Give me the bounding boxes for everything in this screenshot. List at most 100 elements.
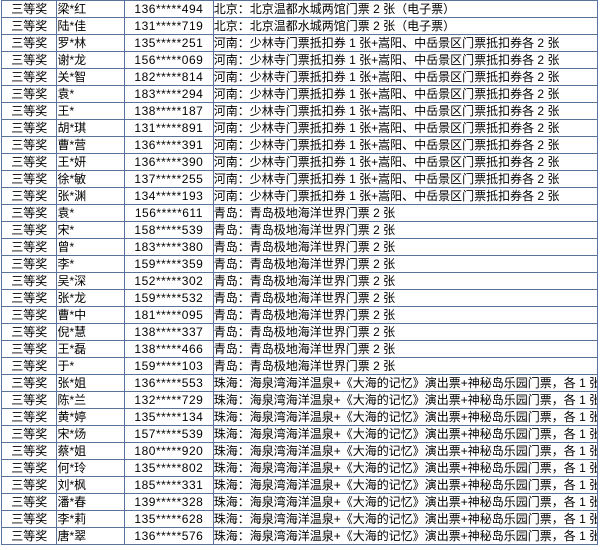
award-cell: 三等奖 [0, 51, 58, 69]
award-cell: 三等奖 [0, 493, 58, 511]
table-row: 三等奖 吴*深 152*****302 青岛：青岛极地海洋世界门票 2 张 [0, 272, 599, 290]
name-cell: 黄*婷 [56, 408, 126, 426]
phone-cell: 159*****359 [124, 255, 214, 273]
award-cell: 三等奖 [0, 68, 58, 86]
prize-cell: 青岛：青岛极地海洋世界门票 2 张 [212, 238, 599, 256]
name-cell: 王*妍 [56, 153, 126, 171]
table-row: 三等奖 张*渊 134*****193 河南：少林寺门票抵扣券 1 张+嵩阳、中岳景区… [0, 187, 599, 205]
phone-cell: 156*****611 [124, 204, 214, 222]
table-row: 三等奖 胡*琪 131*****891 河南：少林寺门票抵扣券 1 张+嵩阳、中岳景区… [0, 119, 599, 137]
award-cell: 三等奖 [0, 204, 58, 222]
award-cell: 三等奖 [0, 476, 58, 494]
phone-cell: 136*****576 [124, 527, 214, 545]
prize-cell: 河南：少林寺门票抵扣券 1 张+嵩阳、中岳景区门票抵扣券各 2 张 [212, 187, 599, 205]
prize-cell: 青岛：青岛极地海洋世界门票 2 张 [212, 306, 599, 324]
phone-cell: 136*****390 [124, 153, 214, 171]
name-cell: 陈*兰 [56, 391, 126, 409]
name-cell: 刘*枫 [56, 476, 126, 494]
prize-cell: 青岛：青岛极地海洋世界门票 2 张 [212, 289, 599, 307]
prize-cell: 青岛：青岛极地海洋世界门票 2 张 [212, 255, 599, 273]
award-cell: 三等奖 [0, 102, 58, 120]
table-row: 三等奖 陈*兰 132*****729 珠海：海泉湾海洋温泉+《大海的记忆》演出票+神… [0, 391, 599, 409]
phone-cell: 180*****920 [124, 442, 214, 460]
prize-cell: 珠海：海泉湾海洋温泉+《大海的记忆》演出票+神秘岛乐园门票，各 1 张 [212, 476, 599, 494]
award-cell: 三等奖 [0, 408, 58, 426]
award-cell: 三等奖 [0, 119, 58, 137]
table-row: 三等奖 曹*营 136*****391 河南：少林寺门票抵扣券 1 张+嵩阳、中岳景区… [0, 136, 599, 154]
award-cell: 三等奖 [0, 340, 58, 358]
award-cell: 三等奖 [0, 459, 58, 477]
phone-cell: 131*****719 [124, 17, 214, 35]
prize-cell: 珠海：海泉湾海洋温泉+《大海的记忆》演出票+神秘岛乐园门票，各 1 张 [212, 425, 599, 443]
table-row: 三等奖 王* 138*****187 河南：少林寺门票抵扣券 1 张+嵩阳、中岳景区门… [0, 102, 599, 120]
award-cell: 三等奖 [0, 323, 58, 341]
prize-cell: 青岛：青岛极地海洋世界门票 2 张 [212, 221, 599, 239]
phone-cell: 136*****553 [124, 374, 214, 392]
name-cell: 李*莉 [56, 510, 126, 528]
name-cell: 张*姐 [56, 374, 126, 392]
name-cell: 袁* [56, 204, 126, 222]
table-row: 三等奖 袁* 156*****611 青岛：青岛极地海洋世界门票 2 张 [0, 204, 599, 222]
prize-cell: 青岛：青岛极地海洋世界门票 2 张 [212, 204, 599, 222]
table-row: 三等奖 何*玲 135*****802 珠海：海泉湾海洋温泉+《大海的记忆》演出票+神… [0, 459, 599, 477]
name-cell: 胡*琪 [56, 119, 126, 137]
award-cell: 三等奖 [0, 357, 58, 375]
prize-cell: 河南：少林寺门票抵扣券 1 张+嵩阳、中岳景区门票抵扣券各 2 张 [212, 136, 599, 154]
name-cell: 王*磊 [56, 340, 126, 358]
table-row: 三等奖 李*莉 135*****628 珠海：海泉湾海洋温泉+《大海的记忆》演出票+神… [0, 510, 599, 528]
table-row: 三等奖 倪*慧 138*****337 青岛：青岛极地海洋世界门票 2 张 [0, 323, 599, 341]
name-cell: 徐*敏 [56, 170, 126, 188]
award-cell: 三等奖 [0, 527, 58, 545]
table-row: 三等奖 刘*枫 185*****331 珠海：海泉湾海洋温泉+《大海的记忆》演出票+神… [0, 476, 599, 494]
phone-cell: 135*****134 [124, 408, 214, 426]
phone-cell: 152*****302 [124, 272, 214, 290]
table-row: 三等奖 黄*婷 135*****134 珠海：海泉湾海洋温泉+《大海的记忆》演出票+神… [0, 408, 599, 426]
phone-cell: 183*****294 [124, 85, 214, 103]
prize-cell: 河南：少林寺门票抵扣券 1 张+嵩阳、中岳景区门票抵扣券各 2 张 [212, 102, 599, 120]
phone-cell: 159*****103 [124, 357, 214, 375]
phone-cell: 157*****539 [124, 425, 214, 443]
name-cell: 陆*佳 [56, 17, 126, 35]
table-row: 三等奖 梁*红 136*****494 北京：北京温都水城两馆门票 2 张（电子票） [0, 0, 599, 18]
table-row: 三等奖 李* 159*****359 青岛：青岛极地海洋世界门票 2 张 [0, 255, 599, 273]
prize-cell: 珠海：海泉湾海洋温泉+《大海的记忆》演出票+神秘岛乐园门票，各 1 张 [212, 408, 599, 426]
phone-cell: 136*****494 [124, 0, 214, 18]
phone-cell: 182*****814 [124, 68, 214, 86]
award-cell: 三等奖 [0, 510, 58, 528]
name-cell: 曾* [56, 238, 126, 256]
table-row: 三等奖 张*龙 159*****532 青岛：青岛极地海洋世界门票 2 张 [0, 289, 599, 307]
phone-cell: 132*****729 [124, 391, 214, 409]
phone-cell: 131*****891 [124, 119, 214, 137]
prize-cell: 珠海：海泉湾海洋温泉+《大海的记忆》演出票+神秘岛乐园门票，各 1 张 [212, 374, 599, 392]
prize-cell: 珠海：海泉湾海洋温泉+《大海的记忆》演出票+神秘岛乐园门票，各 1 张 [212, 510, 599, 528]
table-row: 三等奖 关*智 182*****814 河南：少林寺门票抵扣券 1 张+嵩阳、中岳景区… [0, 68, 599, 86]
table-row: 三等奖 谢*龙 156*****069 河南：少林寺门票抵扣券 1 张+嵩阳、中岳景区… [0, 51, 599, 69]
prize-cell: 珠海：海泉湾海洋温泉+《大海的记忆》演出票+神秘岛乐园门票，各 1 张 [212, 493, 599, 511]
phone-cell: 139*****328 [124, 493, 214, 511]
prize-cell: 青岛：青岛极地海洋世界门票 2 张 [212, 357, 599, 375]
name-cell: 王* [56, 102, 126, 120]
prize-cell: 青岛：青岛极地海洋世界门票 2 张 [212, 272, 599, 290]
phone-cell: 135*****251 [124, 34, 214, 52]
phone-cell: 159*****532 [124, 289, 214, 307]
table-row: 三等奖 曹*中 181*****095 青岛：青岛极地海洋世界门票 2 张 [0, 306, 599, 324]
prize-cell: 珠海：海泉湾海洋温泉+《大海的记忆》演出票+神秘岛乐园门票，各 1 张 [212, 442, 599, 460]
phone-cell: 181*****095 [124, 306, 214, 324]
award-cell: 三等奖 [0, 289, 58, 307]
award-cell: 三等奖 [0, 136, 58, 154]
name-cell: 宋* [56, 221, 126, 239]
phone-cell: 135*****628 [124, 510, 214, 528]
table-row: 三等奖 潘*春 139*****328 珠海：海泉湾海洋温泉+《大海的记忆》演出票+神… [0, 493, 599, 511]
name-cell: 于* [56, 357, 126, 375]
prize-cell: 河南：少林寺门票抵扣券 1 张+嵩阳、中岳景区门票抵扣券各 2 张 [212, 34, 599, 52]
award-cell: 三等奖 [0, 153, 58, 171]
table-row: 三等奖 张*姐 136*****553 珠海：海泉湾海洋温泉+《大海的记忆》演出票+神… [0, 374, 599, 392]
award-cell: 三等奖 [0, 255, 58, 273]
name-cell: 潘*春 [56, 493, 126, 511]
prize-cell: 河南：少林寺门票抵扣券 1 张+嵩阳、中岳景区门票抵扣券各 2 张 [212, 153, 599, 171]
phone-cell: 156*****069 [124, 51, 214, 69]
prize-cell: 河南：少林寺门票抵扣券 1 张+嵩阳、中岳景区门票抵扣券各 2 张 [212, 85, 599, 103]
award-cell: 三等奖 [0, 442, 58, 460]
